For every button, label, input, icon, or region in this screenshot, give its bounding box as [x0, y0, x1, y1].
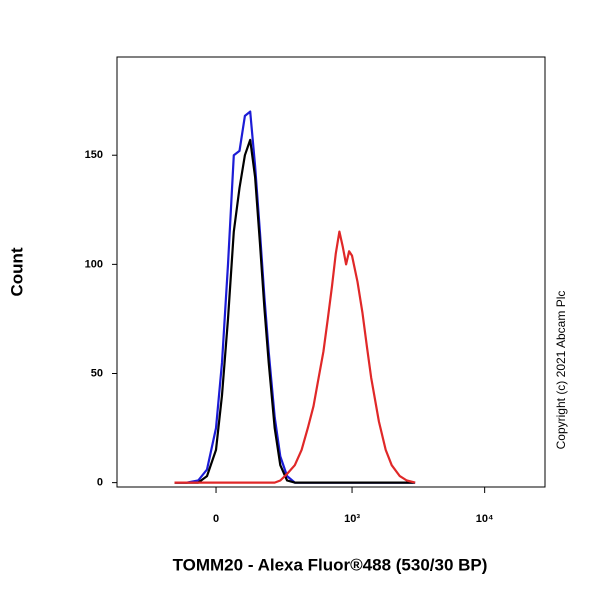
plot-frame: [116, 56, 546, 488]
histogram-line: [174, 138, 416, 484]
y-axis-label: Count: [7, 247, 26, 296]
y-tick-label: 100: [85, 258, 103, 270]
histogram-line: [174, 110, 416, 484]
x-tick-label: 10⁴: [476, 513, 494, 525]
x-tick-label: 10³: [344, 513, 360, 525]
y-tick-label: 150: [85, 149, 103, 161]
x-tick-label: 0: [213, 513, 219, 525]
y-tick-label: 0: [97, 477, 103, 489]
copyright: Copyright (c) 2021 Abcam Plc: [554, 291, 568, 450]
y-tick-label: 50: [91, 367, 103, 379]
x-axis-label: TOMM20 - Alexa Fluor®488 (530/30 BP): [173, 555, 488, 574]
histogram-line: [174, 230, 416, 484]
